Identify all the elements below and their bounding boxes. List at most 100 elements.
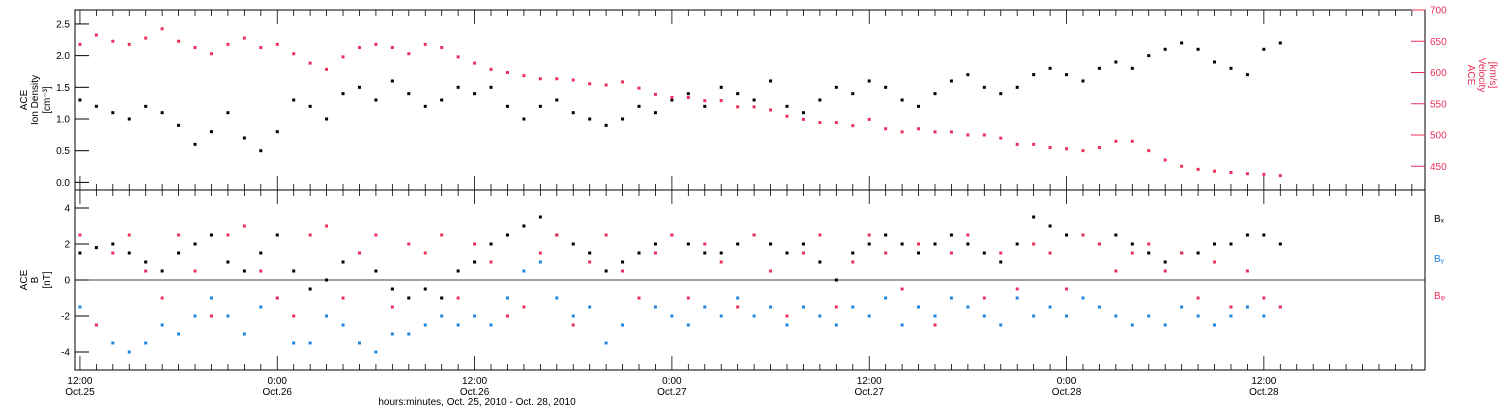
velocity-point: [1213, 169, 1217, 173]
by-point: [177, 332, 181, 336]
bx-point: [884, 233, 888, 237]
by-point: [1180, 305, 1184, 309]
density-point: [834, 85, 838, 89]
velocity-point: [456, 55, 460, 59]
bx-point: [308, 287, 312, 291]
bx-point: [259, 251, 263, 255]
velocity-axis-label-line2: Velocity: [1476, 58, 1487, 92]
bz-point: [160, 296, 164, 300]
bz-point: [1196, 296, 1200, 300]
velocity-point: [259, 46, 263, 49]
density-point: [94, 104, 98, 108]
by-point: [884, 296, 888, 300]
bz-point: [456, 296, 460, 300]
bz-point: [144, 269, 148, 273]
density-point: [242, 136, 246, 140]
density-point: [226, 111, 230, 115]
velocity-point: [670, 96, 674, 99]
bz-point: [670, 233, 674, 237]
density-point: [522, 117, 526, 121]
density-point: [966, 73, 970, 77]
density-point: [769, 79, 773, 83]
density-point: [209, 130, 213, 134]
bx-point: [982, 251, 986, 255]
density-point: [1130, 66, 1134, 70]
bz-point: [851, 260, 855, 264]
bottom-panel-points: [78, 215, 1282, 354]
velocity-point: [1065, 147, 1069, 151]
bz-point: [325, 224, 329, 228]
bx-point: [505, 233, 509, 237]
density-point: [1081, 79, 1085, 83]
bz-point: [588, 260, 592, 264]
density-point: [505, 104, 509, 108]
velocity-point: [374, 42, 378, 46]
by-point: [1048, 305, 1052, 309]
by-point: [308, 341, 312, 345]
bz-point: [94, 323, 98, 327]
time-tick-label: 0:00: [662, 376, 682, 387]
velocity-point: [242, 36, 246, 40]
b-field-axis-label-line3: [nT]: [42, 271, 53, 288]
b-field-axis-label-line2: B: [30, 276, 41, 283]
velocity-point: [1130, 139, 1134, 143]
bx-point: [275, 233, 279, 237]
bz-point: [423, 251, 427, 255]
date-tick-label: Oct.28: [1249, 387, 1279, 398]
bz-point: [785, 314, 789, 318]
date-tick-label: Oct.27: [657, 387, 687, 398]
time-axis: 12:00Oct.250:00Oct.2612:00Oct.260:00Oct.…: [65, 10, 1413, 398]
density-point: [670, 98, 674, 102]
bz-point: [489, 260, 493, 264]
magnetic-field-panel: -4 -2 0 2 4 ACE B [nT] Bₓ Bᵧ Bᵩ: [19, 189, 1446, 371]
bz-point: [259, 269, 263, 273]
bz-point: [571, 323, 575, 327]
density-point: [374, 98, 378, 102]
density-point: [1097, 66, 1101, 70]
by-point: [1196, 314, 1200, 318]
bz-point: [884, 251, 888, 255]
density-point: [292, 98, 296, 102]
bx-point: [407, 296, 411, 300]
density-point: [604, 123, 608, 127]
velocity-point: [538, 77, 542, 81]
density-point: [999, 92, 1003, 96]
bz-point: [555, 233, 559, 237]
by-point: [209, 296, 213, 300]
density-point: [78, 98, 82, 102]
by-point: [867, 314, 871, 318]
density-point: [686, 92, 690, 96]
by-point: [834, 323, 838, 327]
velocity-point: [473, 61, 477, 65]
by-point: [1229, 314, 1233, 318]
by-point: [242, 332, 246, 336]
density-point: [637, 104, 641, 108]
velocity-point: [801, 117, 805, 121]
bz-point: [949, 251, 953, 255]
bz-point: [209, 314, 213, 318]
velocity-point: [275, 42, 279, 46]
by-point: [325, 314, 329, 318]
velocity-point: [522, 74, 526, 78]
bx-point: [209, 233, 213, 237]
bx-point: [785, 251, 789, 255]
bx-point: [1114, 233, 1118, 237]
by-point: [736, 296, 740, 300]
b-field-tick-label: -4: [61, 348, 70, 359]
legend-bx: Bₓ: [1434, 214, 1445, 225]
b-field-axis: -4 -2 0 2 4: [61, 204, 89, 359]
bx-point: [637, 251, 641, 255]
velocity-point: [407, 52, 411, 56]
bz-point: [637, 296, 641, 300]
density-point: [538, 104, 542, 108]
bx-point: [1262, 233, 1266, 237]
bz-point: [275, 296, 279, 300]
velocity-point: [999, 136, 1003, 140]
density-axis-label-line2: Ion Density: [30, 75, 41, 125]
bx-point: [341, 260, 345, 264]
bx-point: [1229, 242, 1233, 246]
velocity-point: [308, 61, 312, 65]
bz-point: [834, 305, 838, 309]
bx-point: [686, 242, 690, 246]
